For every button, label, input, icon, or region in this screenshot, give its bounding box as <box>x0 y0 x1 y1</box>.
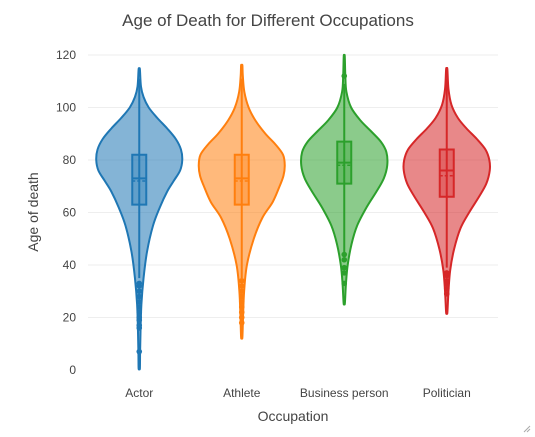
outlier-point <box>136 309 143 316</box>
y-axis-title: Age of death <box>25 172 41 251</box>
outlier-point <box>238 319 245 326</box>
outlier-point <box>238 293 245 300</box>
x-axis-title: Occupation <box>258 408 329 424</box>
violin-business-person <box>300 53 389 306</box>
y-tick-label: 100 <box>56 101 76 115</box>
outlier-point <box>238 304 245 310</box>
x-tick-label: Politician <box>423 386 471 400</box>
y-tick-label: 120 <box>56 48 76 62</box>
outlier-point <box>136 293 143 300</box>
outlier-point <box>136 298 143 305</box>
x-tick-label: Business person <box>300 386 389 400</box>
x-tick-label: Athlete <box>223 386 261 400</box>
outlier-point <box>238 277 245 284</box>
outlier-point <box>136 322 143 329</box>
y-tick-label: 80 <box>63 153 77 167</box>
y-tick-label: 0 <box>69 363 76 377</box>
outlier-point <box>238 283 245 289</box>
iqr-box <box>131 153 148 206</box>
outlier-point <box>136 314 143 321</box>
y-tick-label: 60 <box>63 206 77 220</box>
resize-handle-icon[interactable] <box>523 425 531 433</box>
outlier-point <box>136 288 143 295</box>
outlier-point <box>443 277 450 284</box>
violin-politician <box>402 66 492 315</box>
outlier-point <box>238 288 245 295</box>
outlier-point <box>443 285 450 292</box>
outlier-point <box>136 280 143 287</box>
outlier-point <box>341 270 348 276</box>
outlier-point <box>341 251 348 258</box>
chart-title: Age of Death for Different Occupations <box>122 11 414 30</box>
outlier-point <box>443 270 450 276</box>
outlier-point <box>341 280 348 287</box>
y-axis-ticks: 0 20 40 60 80 100 120 <box>56 48 76 377</box>
iqr-box <box>438 148 455 198</box>
iqr-box <box>233 153 250 206</box>
violin-actor <box>95 67 184 371</box>
violin-athlete <box>197 63 286 340</box>
outlier-point <box>238 309 245 316</box>
outlier-point <box>238 314 245 321</box>
outlier-point <box>136 304 143 310</box>
x-tick-label: Actor <box>125 386 153 400</box>
outlier-point <box>136 348 143 355</box>
outlier-point <box>443 291 450 297</box>
outlier-point <box>341 256 348 263</box>
y-tick-label: 20 <box>63 311 77 325</box>
outlier-point <box>341 264 348 271</box>
x-axis-ticks: Actor Athlete Business person Politician <box>125 386 471 400</box>
outlier-point <box>238 298 245 305</box>
y-tick-label: 40 <box>63 258 77 272</box>
violins <box>95 53 492 371</box>
outlier-point <box>341 73 348 79</box>
